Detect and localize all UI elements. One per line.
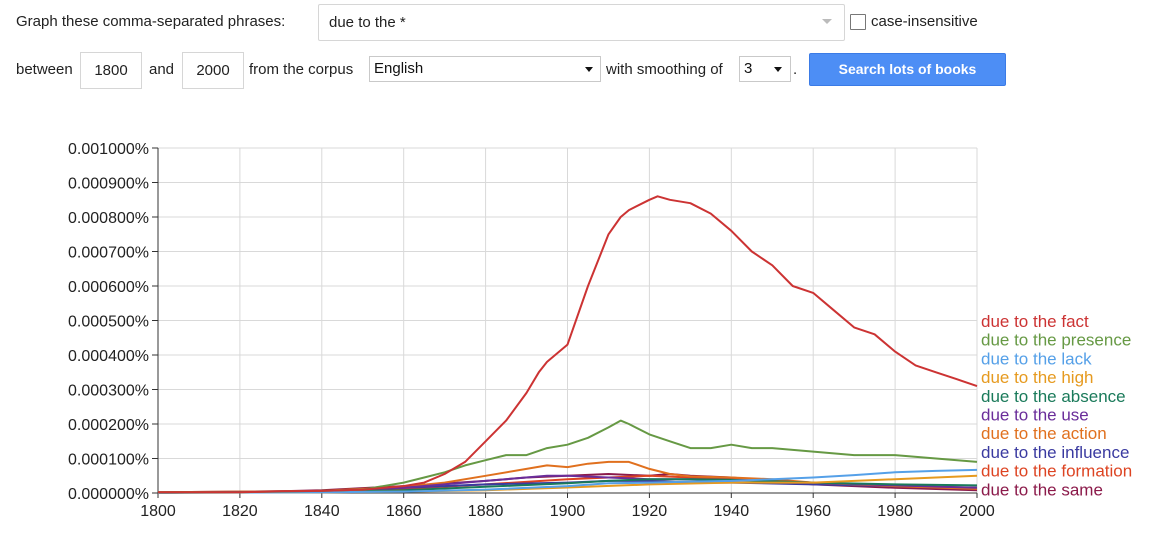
series-line-due-to-the-presence[interactable] [158,419,978,494]
corpus-dropdown-arrow-icon[interactable] [585,67,593,72]
x-tick-label: 1860 [386,503,422,520]
corpus-select[interactable]: English [369,56,601,82]
smoothing-label: with smoothing of [606,61,723,78]
case-insensitive-checkbox[interactable] [850,14,866,30]
legend-label-due-to-the-lack[interactable]: due to the lack [981,349,1092,368]
legend-label-due-to-the-formation[interactable]: due to the formation [981,462,1132,481]
legend-label-due-to-the-fact[interactable]: due to the fact [981,312,1089,331]
y-tick-label: 0.000200% [68,417,149,434]
smoothing-dropdown-arrow-icon[interactable] [774,67,782,72]
legend-label-due-to-the-influence[interactable]: due to the influence [981,443,1129,462]
phrases-dropdown-arrow-icon[interactable] [822,19,832,24]
x-tick-label: 1800 [140,503,176,520]
series-line-due-to-the-fact[interactable] [158,195,978,494]
x-tick-label: 1940 [714,503,750,520]
start-year-input[interactable]: 1800 [80,52,142,89]
smoothing-select-value: 3 [744,60,753,77]
y-tick-label: 0.000000% [68,486,149,503]
phrase-row: Graph these comma-separated phrases: due… [0,0,1152,44]
x-tick-label: 1840 [304,503,340,520]
y-tick-label: 0.000700% [68,245,149,262]
legend-label-due-to-the-presence[interactable]: due to the presence [981,331,1131,350]
x-tick-label: 1920 [632,503,668,520]
chart-series-lines [157,195,978,494]
and-label: and [149,61,175,78]
y-tick-label: 0.000900% [68,176,149,193]
legend-label-due-to-the-same[interactable]: due to the same [981,480,1103,499]
x-tick-label: 1880 [468,503,504,520]
legend-label-due-to-the-use[interactable]: due to the use [981,406,1089,425]
y-tick-label: 0.000100% [68,452,149,469]
y-tick-label: 0.000300% [68,383,149,400]
x-tick-label: 1900 [550,503,586,520]
y-axis-ticks: 0.000000% 0.000100% 0.000200% 0.000300% 0.00… [68,141,158,503]
legend-label-due-to-the-absence[interactable]: due to the absence [981,387,1126,406]
case-insensitive-label: case-insensitive [871,13,978,30]
chart-grid [158,147,978,493]
smoothing-select[interactable]: 3 [739,56,791,82]
series-line-due-to-the-lack[interactable] [157,468,978,494]
phrases-input[interactable]: due to the * [318,4,845,41]
legend-label-due-to-the-high[interactable]: due to the high [981,368,1093,387]
y-tick-label: 0.000800% [68,210,149,227]
y-tick-label: 0.000500% [68,314,149,331]
y-tick-label: 0.000400% [68,348,149,365]
x-axis-ticks: 1800 1820 1840 1860 1880 1900 1920 1940 1960 1980… [140,493,995,520]
search-button[interactable]: Search lots of books [809,53,1006,86]
x-tick-label: 1980 [877,503,913,520]
options-row: between 1800 and 2000 from the corpus En… [0,50,1152,90]
end-year-input[interactable]: 2000 [182,52,244,89]
y-tick-label: 0.000600% [68,279,149,296]
corpus-label: from the corpus [249,61,354,78]
y-tick-label: 0.001000% [68,141,149,158]
x-tick-label: 1960 [795,503,831,520]
corpus-select-value: English [374,60,424,77]
x-tick-label: 2000 [959,503,995,520]
phrases-label: Graph these comma-separated phrases: [16,13,286,30]
x-tick-label: 1820 [222,503,258,520]
legend-label-due-to-the-action[interactable]: due to the action [981,424,1107,443]
period-label: . [793,61,798,78]
between-label: between [16,61,73,78]
